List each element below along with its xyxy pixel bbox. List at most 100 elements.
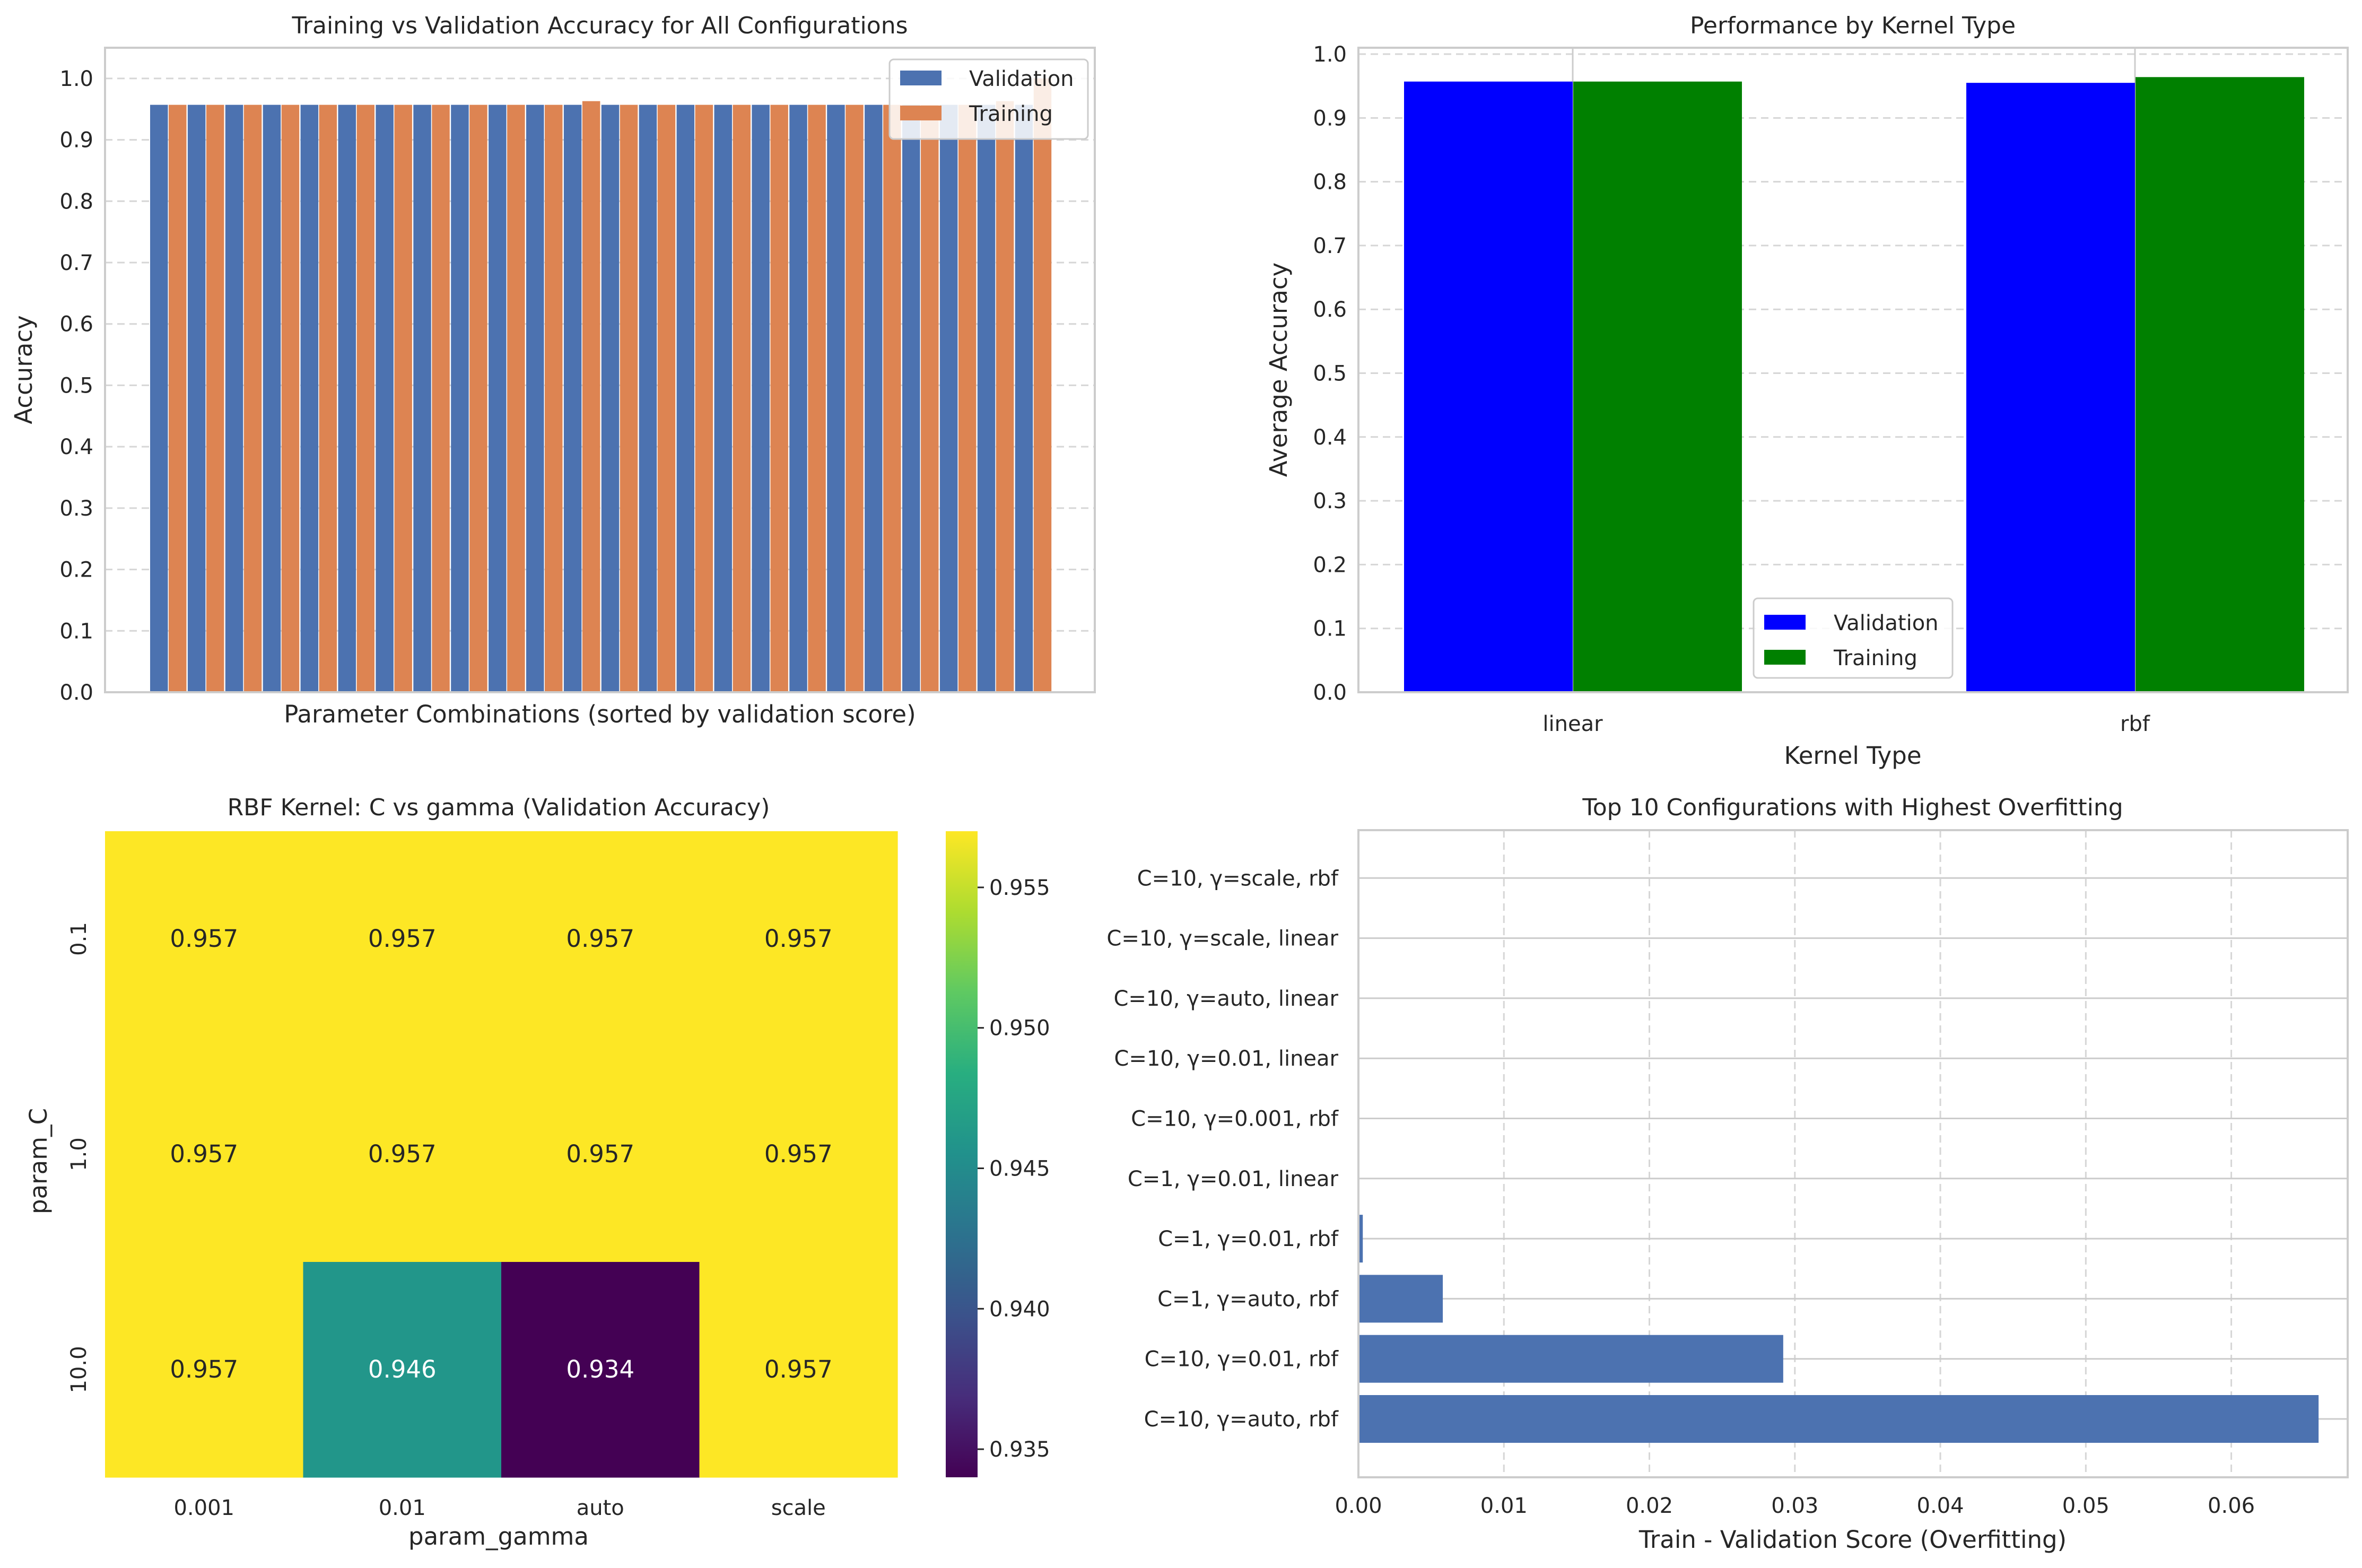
frame-overfitting xyxy=(1357,829,2349,1478)
bars-overfitting xyxy=(1358,1215,2319,1443)
legend-swatch-training xyxy=(900,106,942,120)
bar-training xyxy=(770,104,788,693)
y-tick-label: 0.8 xyxy=(59,189,93,214)
xlabel-kernel-type: Kernel Type xyxy=(1784,742,1921,770)
x-tick-labels-kernel-type: linear rbf xyxy=(1542,712,2150,736)
bar-validation xyxy=(601,104,620,693)
heatmap-cell xyxy=(501,1047,700,1262)
ylabel-rbf-heatmap: param_C xyxy=(24,1108,53,1214)
y-tick-label: 0.3 xyxy=(1313,489,1347,513)
y-tick-label: 0.5 xyxy=(1313,362,1347,386)
heatmap-cell xyxy=(303,831,502,1047)
bar-validation xyxy=(338,104,356,693)
bar-validation xyxy=(977,104,996,693)
colorbar-tick-label: 0.950 xyxy=(989,1016,1050,1041)
colorbar-tick-label: 0.935 xyxy=(989,1438,1050,1462)
panel-rbf-heatmap: RBF Kernel: C vs gamma (Validation Accur… xyxy=(24,794,1050,1550)
bar-training xyxy=(620,104,638,693)
y-tick-label: C=1, γ=0.01, linear xyxy=(1128,1167,1339,1191)
heatmap-cell xyxy=(699,831,898,1047)
heatmap-cell xyxy=(699,1047,898,1262)
bar-validation xyxy=(752,104,770,693)
x-tick-label: 0.001 xyxy=(173,1496,234,1520)
heatmap-cell-label: 0.957 xyxy=(566,925,634,953)
bars-kernel-type xyxy=(1404,77,2304,693)
bar-validation xyxy=(563,104,582,693)
title-all-configurations: Training vs Validation Accuracy for All … xyxy=(291,12,908,39)
bar-validation xyxy=(1015,104,1033,693)
bar-validation xyxy=(789,104,807,693)
y-tick-label: C=10, γ=auto, linear xyxy=(1113,987,1338,1011)
bar-validation xyxy=(639,104,657,693)
bar-training xyxy=(921,104,939,693)
y-tick-label: 0.9 xyxy=(59,128,93,153)
bar-training xyxy=(394,104,412,693)
y-tick-label: 0.4 xyxy=(1313,425,1347,450)
bar-training xyxy=(582,101,600,693)
x-tick-label: 0.06 xyxy=(2208,1494,2255,1518)
frame-all-configurations xyxy=(104,47,1096,693)
panel-kernel-type: Performance by Kernel Type 0.0 0.1 0.2 0.3 0… xyxy=(1265,12,2349,770)
x-tick-label: rbf xyxy=(2120,712,2150,736)
y-tick-label: 0.1 xyxy=(59,619,93,643)
y-tick-label: C=10, γ=0.01, rbf xyxy=(1145,1347,1339,1372)
bar-training xyxy=(545,104,563,693)
bar-training xyxy=(808,104,826,693)
x-tick-label: scale xyxy=(771,1496,826,1520)
panel-overfitting: Top 10 Configurations with Highest Overf… xyxy=(1106,794,2349,1554)
bar-validation xyxy=(413,104,431,693)
heatmap-cells: 0.957 0.957 0.957 0.957 0.957 0.957 0.957 0.957… xyxy=(105,831,898,1478)
bar-validation xyxy=(300,104,319,693)
bar-training xyxy=(996,101,1014,693)
x-tick-label: 0.04 xyxy=(1917,1494,1964,1518)
y-tick-labels-kernel-type: 0.0 0.1 0.2 0.3 0.4 0.5 0.6 0.7 0.8 0.9 1.0 xyxy=(1313,42,1347,705)
heatmap-cell xyxy=(501,1262,700,1478)
colorbar-ticks: 0.935 0.940 0.945 0.950 0.955 xyxy=(978,876,1050,1462)
y-tick-label: 0.0 xyxy=(59,681,93,705)
heatmap-cell-label: 0.957 xyxy=(368,1140,437,1168)
y-tick-label: 0.6 xyxy=(1313,298,1347,322)
y-tick-label: C=10, γ=0.001, rbf xyxy=(1131,1107,1339,1131)
bar-validation xyxy=(526,104,544,693)
gridlines-overfitting xyxy=(1358,830,2348,1477)
bar-validation xyxy=(865,104,883,693)
panel-all-configurations: Training vs Validation Accuracy for All … xyxy=(10,12,1096,728)
heatmap-cell-label: 0.957 xyxy=(764,1355,833,1383)
bar-training xyxy=(958,104,977,693)
y-tick-labels-rbf-heatmap: 0.1 1.0 10.0 xyxy=(67,922,91,1393)
title-rbf-heatmap: RBF Kernel: C vs gamma (Validation Accur… xyxy=(228,794,770,821)
bar-validation xyxy=(187,104,206,693)
y-tick-label: 1.0 xyxy=(59,67,93,91)
bar-linear-training xyxy=(1573,81,1742,692)
heatmap-cell-label: 0.957 xyxy=(170,925,238,953)
colorbar-tick-label: 0.955 xyxy=(989,876,1050,900)
bar-training xyxy=(695,104,713,693)
legend-all-configurations: Validation Training xyxy=(888,58,1089,140)
y-tick-label: 0.0 xyxy=(1313,681,1347,705)
bar-rbf-training xyxy=(2136,77,2304,692)
heatmap-cell xyxy=(303,1262,502,1478)
heatmap-cell xyxy=(105,1262,304,1478)
heatmap-cell-label: 0.957 xyxy=(368,925,437,953)
bar-training xyxy=(846,104,864,693)
y-tick-labels-all-configurations: 0.0 0.1 0.2 0.3 0.4 0.5 0.6 0.7 0.8 0.9 1.0 xyxy=(59,67,93,705)
y-tick-label: 0.9 xyxy=(1313,106,1347,130)
heatmap-cell-label: 0.957 xyxy=(764,1140,833,1168)
colorbar xyxy=(946,831,978,1477)
y-tick-label: 0.2 xyxy=(1313,553,1347,577)
bar-training xyxy=(733,104,751,693)
legend-label-training: Training xyxy=(1833,646,1918,670)
bar-overfitting xyxy=(1358,1395,2319,1443)
colorbar-tick-label: 0.940 xyxy=(989,1297,1050,1321)
bar-training xyxy=(243,104,262,693)
bar-training xyxy=(206,104,224,693)
heatmap-cell xyxy=(303,1047,502,1262)
bars-all-configurations xyxy=(150,78,1052,693)
title-kernel-type: Performance by Kernel Type xyxy=(1690,12,2016,39)
frame-kernel-type xyxy=(1357,47,2349,693)
legend-kernel-type: Validation Training xyxy=(1753,597,1954,679)
bar-validation xyxy=(902,104,920,693)
y-tick-label: 0.1 xyxy=(1313,617,1347,641)
y-tick-label: 0.1 xyxy=(67,922,91,956)
